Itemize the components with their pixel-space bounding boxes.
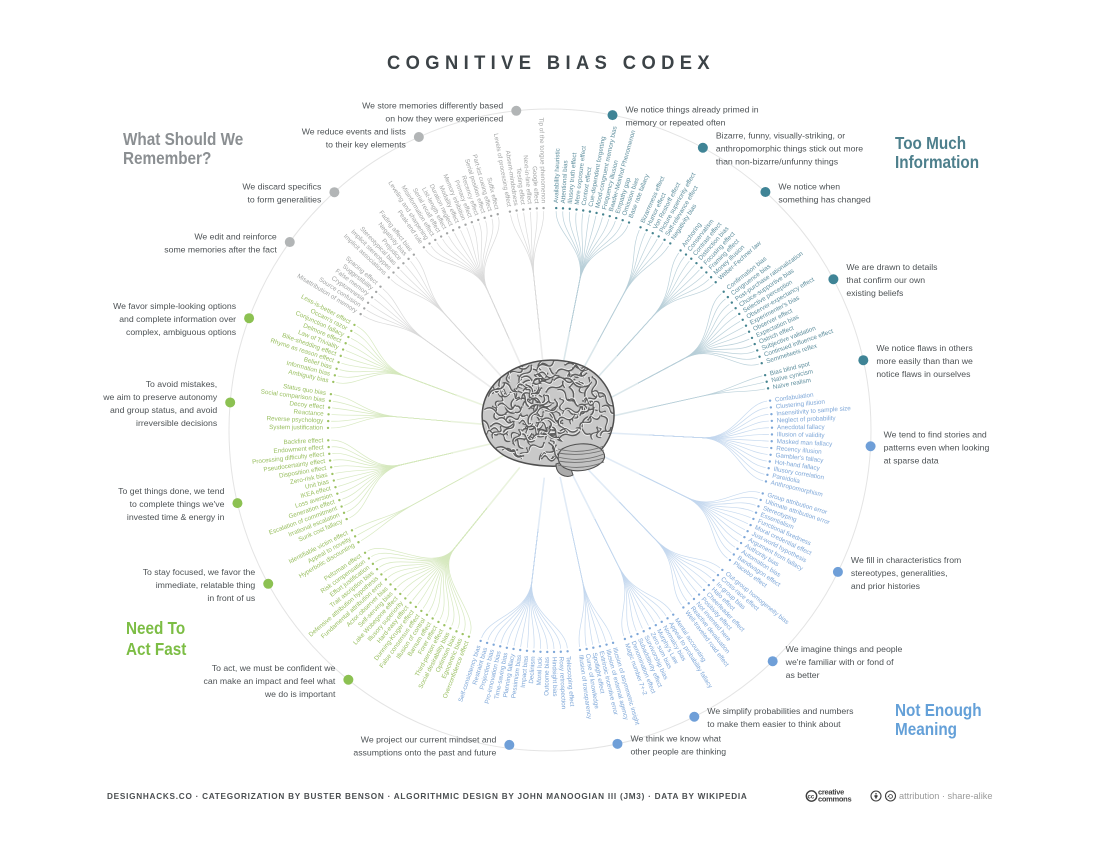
svg-text:and group status, and avoid: and group status, and avoid: [110, 405, 217, 415]
svg-text:than non-bizarre/unfunny thing: than non-bizarre/unfunny things: [716, 157, 839, 167]
svg-text:we're familiar with or fond of: we're familiar with or fond of: [785, 657, 894, 667]
svg-text:to their key elements: to their key elements: [326, 140, 407, 150]
svg-text:To act, we must be confident w: To act, we must be confident we: [212, 663, 336, 673]
svg-text:We are drawn to details: We are drawn to details: [846, 262, 938, 272]
svg-text:notice flaws in ourselves: notice flaws in ourselves: [876, 369, 971, 379]
svg-text:to complete things we've: to complete things we've: [130, 499, 225, 509]
svg-text:Decoy effect: Decoy effect: [289, 400, 325, 411]
svg-text:Illusory truth effect: Illusory truth effect: [567, 152, 579, 204]
svg-text:Reactance: Reactance: [293, 409, 324, 418]
svg-text:We project our current mindset: We project our current mindset and: [361, 734, 497, 744]
svg-text:Google effect: Google effect: [531, 166, 540, 204]
svg-text:we aim to preserve autonomy: we aim to preserve autonomy: [102, 392, 218, 402]
svg-text:Rosy retrospection: Rosy retrospection: [557, 657, 567, 710]
svg-text:Outcome bias: Outcome bias: [543, 657, 550, 696]
svg-text:Meaning: Meaning: [895, 719, 957, 739]
svg-text:Information: Information: [895, 152, 979, 172]
svg-text:Availability heuristic: Availability heuristic: [553, 148, 562, 203]
svg-text:Bizarre, funny, visually-strik: Bizarre, funny, visually-striking, or: [716, 131, 845, 141]
svg-text:existing beliefs: existing beliefs: [846, 288, 904, 298]
svg-text:Reverse psychology: Reverse psychology: [266, 415, 324, 424]
svg-text:Too Much: Too Much: [895, 133, 966, 153]
svg-text:We simplify probabilities and: We simplify probabilities and numbers: [707, 706, 854, 716]
svg-text:What Should We: What Should We: [123, 129, 243, 149]
svg-text:We think we know what: We think we know what: [630, 733, 721, 743]
svg-text:and prior histories: and prior histories: [851, 581, 921, 591]
svg-text:To avoid mistakes,: To avoid mistakes,: [146, 379, 217, 389]
svg-text:We edit and reinforce: We edit and reinforce: [194, 232, 277, 242]
svg-text:We imagine things and people: We imagine things and people: [786, 644, 903, 654]
svg-text:Illusion of validity: Illusion of validity: [777, 431, 826, 439]
svg-text:Not Enough: Not Enough: [895, 700, 982, 720]
svg-text:Endowment effect: Endowment effect: [273, 444, 324, 455]
svg-text:We notice things already prime: We notice things already primed in: [626, 105, 759, 115]
svg-text:Moral luck: Moral luck: [536, 656, 544, 686]
svg-text:stereotypes, generalities,: stereotypes, generalities,: [851, 568, 948, 578]
svg-text:Telescoping effect: Telescoping effect: [564, 656, 575, 707]
svg-text:We reduce events and lists: We reduce events and lists: [302, 127, 407, 137]
svg-text:other people are thinking: other people are thinking: [630, 746, 726, 756]
svg-text:more easily than than we: more easily than than we: [876, 356, 973, 366]
svg-text:Anecdotal fallacy: Anecdotal fallacy: [777, 424, 826, 432]
svg-text:something has changed: something has changed: [778, 195, 870, 205]
svg-text:Testing effect: Testing effect: [515, 168, 526, 206]
svg-text:can make an impact and feel wh: can make an impact and feel what: [204, 676, 336, 686]
svg-text:We discard specifics: We discard specifics: [242, 182, 322, 192]
svg-text:We tend to find stories and: We tend to find stories and: [884, 429, 987, 439]
svg-text:To stay focused, we favor the: To stay focused, we favor the: [143, 567, 256, 577]
svg-text:and complete information over: and complete information over: [119, 314, 236, 324]
svg-text:on how they were experienced: on how they were experienced: [385, 113, 503, 123]
svg-text:memory or repeated often: memory or repeated often: [626, 118, 726, 128]
svg-text:at sparse data: at sparse data: [884, 455, 939, 465]
svg-text:cc: cc: [808, 795, 815, 801]
svg-text:DESIGNHACKS.CO · CATEGORIZATIO: DESIGNHACKS.CO · CATEGORIZATION BY BUSTE…: [107, 792, 748, 801]
svg-text:Remember?: Remember?: [123, 148, 211, 168]
svg-text:Backfire effect: Backfire effect: [283, 437, 323, 446]
svg-text:immediate, relatable thing: immediate, relatable thing: [156, 580, 256, 590]
svg-text:COGNITIVE BIAS CODEX: COGNITIVE BIAS CODEX: [387, 52, 715, 73]
svg-text:Declinism: Declinism: [528, 656, 537, 684]
svg-text:We store memories differently: We store memories differently based: [362, 100, 503, 110]
svg-text:To get things done, we tend: To get things done, we tend: [118, 486, 224, 496]
svg-text:Hindsight bias: Hindsight bias: [550, 657, 558, 697]
svg-text:to make them easier to think a: to make them easier to think about: [707, 719, 841, 729]
svg-text:Attentional bias: Attentional bias: [560, 160, 570, 203]
svg-text:commons: commons: [818, 795, 851, 804]
svg-text:Need To: Need To: [126, 618, 185, 638]
svg-text:creative: creative: [818, 788, 844, 797]
svg-text:we do is important: we do is important: [264, 689, 336, 699]
svg-text:We favor simple-looking option: We favor simple-looking options: [113, 301, 237, 311]
svg-text:Neglect of probability: Neglect of probability: [777, 415, 837, 424]
svg-text:that confirm our own: that confirm our own: [846, 275, 925, 285]
svg-text:to form generalities: to form generalities: [247, 195, 322, 205]
svg-text:some memories after the fact: some memories after the fact: [164, 245, 277, 255]
svg-text:attribution · share-alike: attribution · share-alike: [899, 791, 992, 801]
svg-text:Tip of the tongue phenomenon: Tip of the tongue phenomenon: [537, 117, 546, 203]
svg-text:complex, ambiguous options: complex, ambiguous options: [126, 327, 237, 337]
svg-text:Act Fast: Act Fast: [126, 639, 187, 659]
svg-text:as better: as better: [786, 670, 820, 680]
svg-text:We fill in characteristics fro: We fill in characteristics from: [851, 555, 961, 565]
svg-text:anthropomorphic things stick o: anthropomorphic things stick out more: [716, 144, 863, 154]
svg-text:We notice when: We notice when: [778, 182, 840, 192]
svg-text:Next-in-line effect: Next-in-line effect: [522, 155, 533, 205]
svg-text:patterns even when looking: patterns even when looking: [884, 442, 990, 452]
svg-text:assumptions onto the past and: assumptions onto the past and future: [353, 747, 496, 757]
svg-text:System justification: System justification: [269, 424, 323, 432]
svg-text:invested time & energy in: invested time & energy in: [127, 512, 225, 522]
svg-text:Impact bias: Impact bias: [520, 655, 530, 688]
svg-text:Masked man fallacy: Masked man fallacy: [777, 438, 834, 448]
svg-text:Recency illusion: Recency illusion: [776, 445, 822, 456]
svg-text:irreversible decisions: irreversible decisions: [136, 418, 218, 428]
svg-text:in front of us: in front of us: [207, 593, 255, 603]
svg-text:We notice flaws in others: We notice flaws in others: [876, 343, 973, 353]
